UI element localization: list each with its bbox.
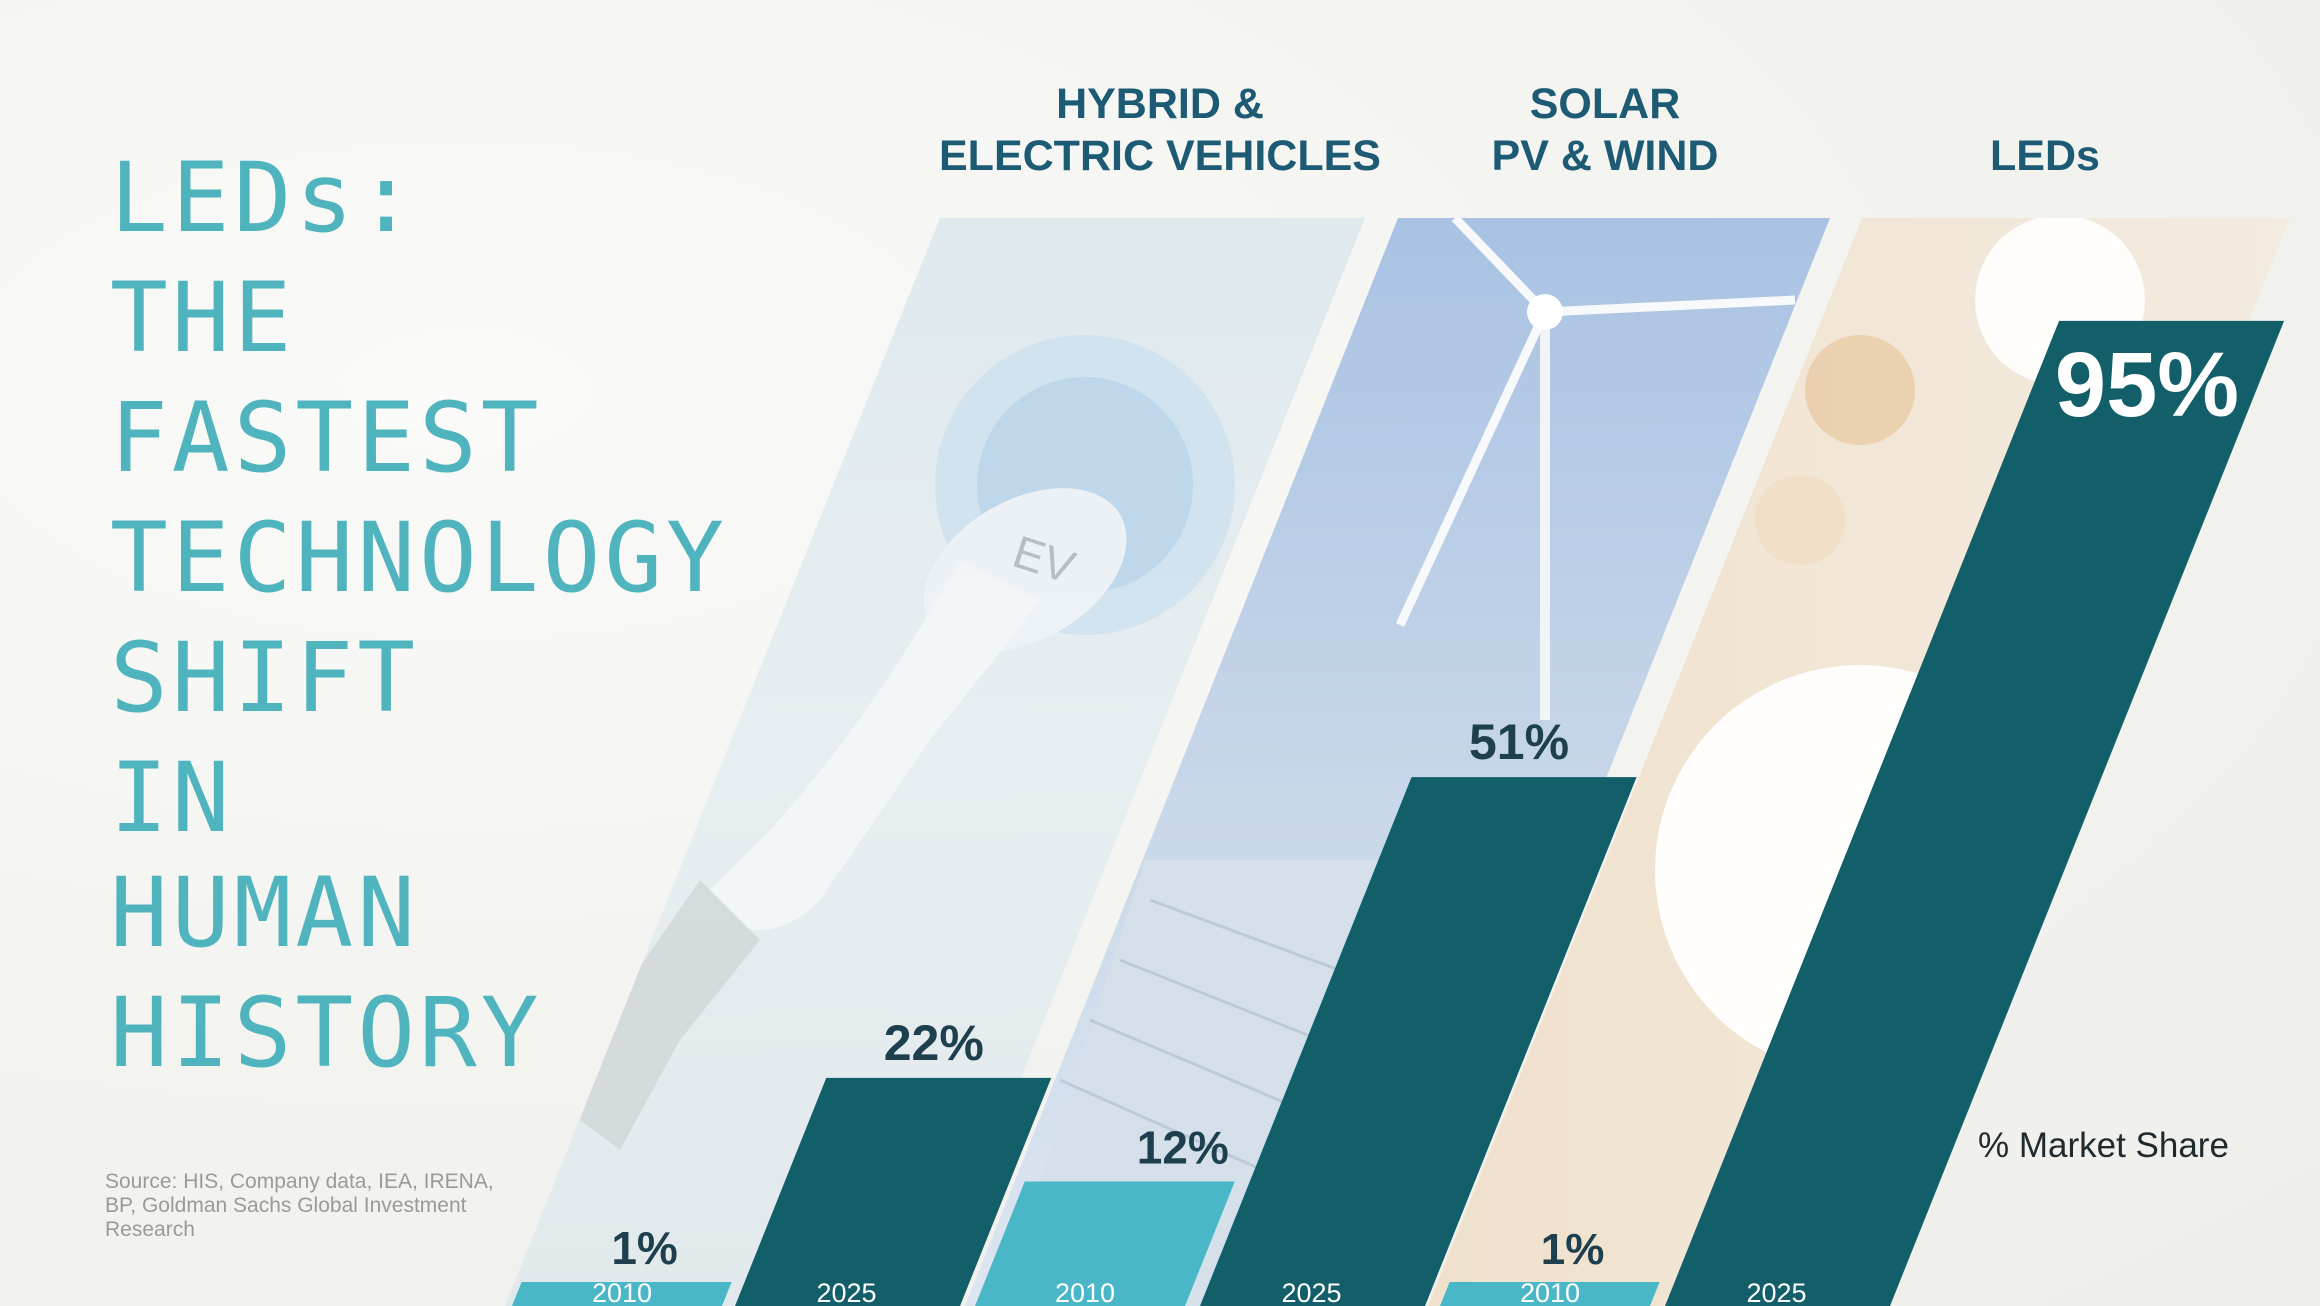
- value-label-solar-2010: 12%: [1137, 1122, 1229, 1174]
- ev-background-panel: EV: [505, 218, 1365, 1306]
- bar-led-2025: [1665, 320, 2285, 1306]
- slide-title-line: LEDs:: [110, 142, 419, 254]
- source-note: Source: HIS, Company data, IEA, IRENA, B…: [105, 1170, 494, 1241]
- legend-note: % Market Share: [1978, 1126, 2229, 1165]
- year-label-solar-2025: 2025: [1281, 1278, 1341, 1306]
- year-label-led-2025: 2025: [1746, 1278, 1806, 1306]
- category-title-ev: HYBRID & ELECTRIC VEHICLES: [939, 80, 1381, 180]
- value-labels-layer: 1% 22% 12% 51% 1% 95%: [611, 334, 2239, 1274]
- bar-ev-2010: [512, 1282, 732, 1306]
- bar-solar-2025: [1200, 777, 1637, 1306]
- year-label-ev-2010: 2010: [592, 1278, 652, 1306]
- value-label-led-2010: 1%: [1541, 1225, 1605, 1274]
- slide-title-line: HUMAN: [110, 857, 419, 969]
- value-label-led-2025: 95%: [2055, 334, 2239, 436]
- slide-title-line: THE: [110, 262, 296, 374]
- slide-title-line: FASTEST: [110, 382, 543, 494]
- bar-solar-2010: [975, 1181, 1235, 1306]
- bar-led-2010: [1440, 1282, 1660, 1306]
- slide-title-line: HISTORY: [110, 977, 543, 1089]
- year-labels-layer: 2010 2025 2010 2025 2010 2025: [592, 1278, 1807, 1306]
- value-label-solar-2025: 51%: [1469, 714, 1569, 770]
- year-label-solar-2010: 2010: [1055, 1278, 1115, 1306]
- bars-layer: [512, 320, 2285, 1306]
- slide-title-line: SHIFT: [110, 622, 419, 734]
- slide-title-line: IN: [110, 742, 234, 854]
- bar-ev-2025: [735, 1077, 1052, 1306]
- category-title-led: LEDs: [1990, 132, 2100, 180]
- ev-charger-icon: EV: [580, 335, 1235, 1150]
- category-title-solar: SOLAR PV & WIND: [1491, 80, 1719, 180]
- year-label-led-2010: 2010: [1520, 1278, 1580, 1306]
- value-label-ev-2025: 22%: [884, 1015, 984, 1071]
- value-label-ev-2010: 1%: [611, 1222, 677, 1274]
- slide-title-line: TECHNOLOGY: [110, 502, 728, 614]
- year-label-ev-2025: 2025: [816, 1278, 876, 1306]
